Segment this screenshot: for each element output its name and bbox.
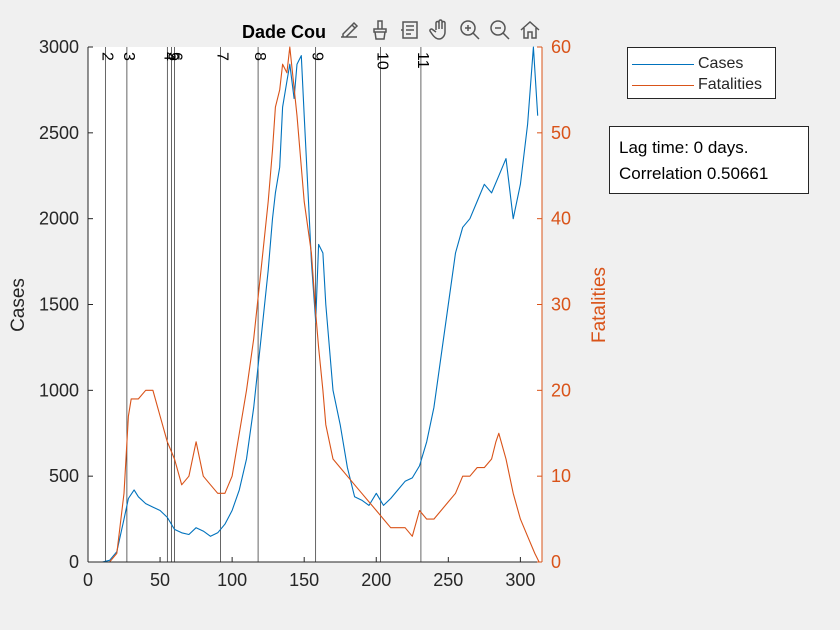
home-icon [520,20,540,39]
phase-label-11: 11 [414,52,431,69]
y-right-tick-label: 40 [551,209,571,229]
y-right-tick-label: 60 [551,37,571,57]
legend-label-cases: Cases [698,55,744,72]
phase-label-4: 4 [160,52,177,61]
pan-button[interactable] [426,16,454,44]
annotation-box[interactable]: Lag time: 0 days. Correlation 0.50661 [609,126,809,194]
lag-time-text: Lag time: 0 days. [619,138,749,157]
y-right-tick-label: 20 [551,380,571,400]
home-button[interactable] [516,16,544,44]
x-tick-label: 150 [289,570,319,590]
pan-icon [429,19,446,40]
legend-swatch-fatalities [632,84,694,86]
zoom-out-button[interactable] [486,16,514,44]
y-right-tick-label: 10 [551,466,571,486]
y-right-label: Fatalities [589,267,610,343]
y-right-ticks: 0 10 20 30 40 50 60 [537,37,571,572]
legend-item-fatalities: Fatalities [632,75,762,95]
legend-label-fatalities: Fatalities [698,76,763,93]
x-tick-label: 100 [217,570,247,590]
phase-label-8: 8 [251,52,268,61]
y-left-tick-label: 3000 [39,37,79,57]
y-right-tick-label: 0 [551,552,561,572]
y-left-label: Cases [8,278,29,332]
x-tick-label: 300 [505,570,535,590]
legend-swatch-cases [632,63,694,65]
axes-toolbar [336,16,544,44]
phase-label-2: 2 [98,52,115,61]
datatip-button[interactable] [396,16,424,44]
x-tick-label: 50 [150,570,170,590]
x-tick-label: 0 [83,570,93,590]
phase-label-6: 6 [167,52,184,61]
x-tick-label: 200 [361,570,391,590]
y-left-tick-label: 2500 [39,123,79,143]
y-left-tick-label: 500 [49,466,79,486]
zoom-in-icon [460,20,480,40]
x-ticks: 0 50 100 150 200 250 300 [83,557,535,590]
y-right-tick-label: 50 [551,123,571,143]
x-tick-label: 250 [433,570,463,590]
export-icon [341,21,359,38]
phase-label-5: 5 [165,52,182,61]
export-button[interactable] [336,16,364,44]
phase-label-3: 3 [120,52,137,61]
series-line-cases [102,46,539,563]
zoom-out-icon [490,20,510,40]
y-left-ticks: 0 500 1000 1500 2000 2500 3000 [39,37,93,572]
phase-label-10: 10 [374,52,391,70]
y-left-tick-label: 2000 [39,209,79,229]
brush-icon [373,20,387,40]
phase-label-7: 7 [214,52,231,61]
chart-title: Dade Cou [242,22,326,42]
phase-lines: 2 3 456 7 8 9 10 11 [98,47,431,562]
correlation-text: Correlation 0.50661 [619,164,769,183]
y-left-tick-label: 1000 [39,380,79,400]
datatip-icon [401,21,418,39]
series-line-fatalities [102,46,540,563]
phase-label-9: 9 [309,52,326,61]
series-layer [102,46,540,563]
brush-button[interactable] [366,16,394,44]
legend-item-cases: Cases [632,54,743,74]
y-left-tick-label: 0 [69,552,79,572]
y-left-tick-label: 1500 [39,295,79,315]
y-right-tick-label: 30 [551,295,571,315]
legend[interactable]: Cases Fatalities [627,47,776,99]
zoom-in-button[interactable] [456,16,484,44]
